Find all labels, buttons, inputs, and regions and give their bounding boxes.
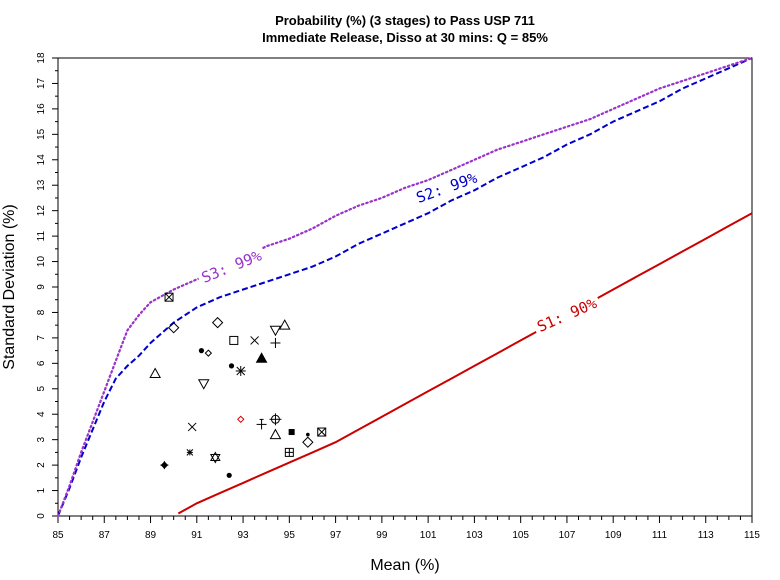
data-point-dot	[228, 363, 235, 369]
x-tick-label: 91	[191, 530, 203, 541]
series-layer	[56, 56, 754, 518]
y-tick-label: 1	[36, 487, 47, 493]
x-tick-label: 115	[744, 530, 760, 541]
x-tick-label: 89	[145, 530, 157, 541]
data-point-diamond-plus	[160, 461, 169, 470]
x-tick-label: 99	[376, 530, 388, 541]
y-tick-label: 13	[36, 179, 47, 191]
series-line-s3	[56, 56, 754, 518]
y-tick-label: 6	[36, 360, 47, 366]
data-point-diamond	[211, 316, 224, 329]
curve-label-bg-s2	[410, 167, 482, 207]
data-point-square-x	[317, 427, 327, 437]
curve-label-bg-s3	[195, 245, 267, 287]
data-point-plus-cap	[256, 418, 267, 430]
x-tick-label: 97	[330, 530, 342, 541]
data-point-square	[229, 335, 239, 345]
data-point-diamond	[167, 322, 180, 334]
y-tick-label: 14	[36, 154, 47, 166]
x-tick-label: 101	[420, 530, 437, 541]
y-tick-label: 17	[36, 77, 47, 89]
y-tick-label: 8	[36, 309, 47, 315]
x-tick-label: 85	[52, 530, 64, 541]
series-line-s2	[57, 57, 753, 517]
curve-label-bg-s1	[531, 292, 602, 336]
chart-title: Probability (%) (3 stages) to Pass USP 7…	[275, 13, 535, 28]
data-point-square-filled	[288, 429, 295, 436]
x-tick-label: 109	[605, 530, 622, 541]
data-point-triangle-down	[269, 325, 282, 337]
y-tick-label: 10	[36, 256, 47, 268]
y-tick-label: 16	[36, 103, 47, 115]
x-tick-label: 111	[652, 530, 668, 541]
data-point-triangle-down	[197, 379, 210, 390]
data-point-asterisk-small	[186, 449, 194, 456]
y-tick-label: 11	[36, 230, 47, 241]
x-tick-label: 107	[559, 530, 576, 541]
data-point-star-of-david	[209, 451, 221, 464]
data-point-asterisk	[235, 365, 246, 376]
y-axis-label: Standard Deviation (%)	[1, 204, 18, 369]
data-point-plus	[270, 337, 281, 348]
data-point-triangle-filled	[255, 352, 268, 363]
data-point-diamond	[302, 436, 314, 448]
data-point-dot-small	[306, 432, 310, 437]
y-tick-label: 7	[36, 335, 47, 341]
data-point-triangle	[149, 367, 162, 379]
chart-subtitle: Immediate Release, Disso at 30 mins: Q =…	[262, 30, 548, 45]
data-point-dot	[198, 348, 205, 354]
x-axis-label: Mean (%)	[370, 557, 439, 574]
points-layer	[149, 292, 327, 478]
y-tick-label: 9	[36, 284, 47, 290]
data-point-circle-plus	[269, 413, 282, 426]
data-point-x	[187, 422, 197, 432]
x-tick-label: 87	[99, 530, 111, 541]
data-point-diamond-small	[237, 415, 245, 424]
data-point-dot	[226, 472, 232, 478]
y-tick-label: 2	[36, 462, 47, 468]
data-point-x	[250, 336, 259, 345]
data-point-square-x	[164, 292, 174, 302]
y-tick-label: 3	[36, 436, 47, 442]
x-tick-label: 95	[284, 530, 296, 541]
data-point-square-plus	[284, 447, 294, 457]
y-tick-label: 15	[36, 128, 47, 140]
y-tick-label: 4	[36, 411, 47, 417]
data-point-diamond-small	[204, 349, 213, 357]
y-tick-label: 5	[36, 386, 47, 392]
x-tick-label: 93	[238, 530, 250, 541]
x-tick-label: 103	[466, 530, 483, 541]
series-line-s1	[177, 212, 753, 515]
y-tick-label: 0	[36, 513, 47, 519]
y-tick-label: 18	[36, 52, 47, 64]
x-axis-ticks: 85 87 89 91 93 95 97 99 101 103 105 107 109 111 113 115	[52, 516, 760, 541]
data-point-triangle	[269, 428, 282, 440]
y-tick-label: 12	[36, 205, 47, 217]
data-point-triangle	[278, 319, 291, 330]
x-tick-label: 105	[512, 530, 529, 541]
x-tick-label: 113	[698, 530, 714, 541]
